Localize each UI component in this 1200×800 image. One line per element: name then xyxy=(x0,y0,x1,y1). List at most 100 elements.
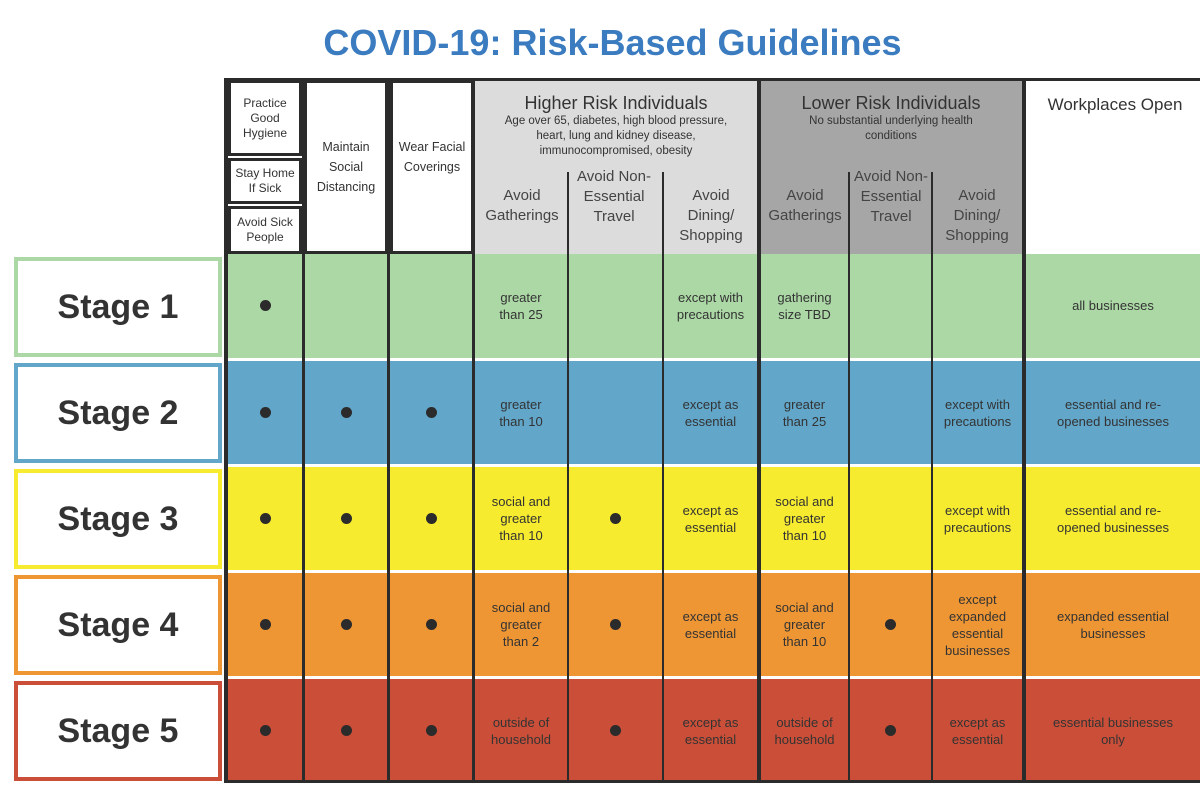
cell-text: social and greater than 10 xyxy=(775,600,834,649)
cell-stage-5-coverings xyxy=(390,679,472,782)
lower-risk-title: Lower Risk Individuals xyxy=(801,93,981,113)
bullet-dot xyxy=(885,619,896,630)
cell-stage-5-distancing xyxy=(305,679,387,782)
divider-lower-risk xyxy=(1022,78,1026,783)
cell-stage-5-lr-dining: except as essential xyxy=(933,679,1022,782)
bullet-dot xyxy=(610,725,621,736)
cell-text: except as essential xyxy=(682,396,739,429)
header-maintain-social-distancing: Maintain Social Distancing xyxy=(304,80,388,254)
cell-text: essential and re-opened businesses xyxy=(1056,502,1170,535)
divider-left xyxy=(224,78,228,783)
cell-text: social and greater than 10 xyxy=(775,494,834,543)
bullet-dot xyxy=(425,407,437,418)
bullet-dot xyxy=(340,725,352,736)
cell-stage-2-hygiene xyxy=(228,361,302,464)
divider-higher-risk xyxy=(757,78,761,783)
lr-avoid-travel-header: Avoid Non-Essential Travel xyxy=(854,168,928,225)
cell-stage-5-hygiene xyxy=(228,679,302,782)
header-practice-good-hygiene: Practice Good Hygiene xyxy=(228,80,302,156)
cell-stage-3-hr-travel xyxy=(569,467,662,570)
cell-stage-4-lr-travel xyxy=(850,573,931,676)
cell-text: except with precautions xyxy=(676,289,745,322)
cell-stage-5-hr-gatherings: outside of household xyxy=(475,679,567,782)
cell-stage-1-hr-gatherings: greater than 25 xyxy=(475,254,567,357)
table-top-border xyxy=(224,78,1200,81)
stage-1-band xyxy=(228,254,1200,358)
cell-text: greater than 25 xyxy=(782,396,827,429)
cell-stage-3-coverings xyxy=(390,467,472,570)
cell-stage-3-lr-travel xyxy=(850,467,931,570)
cell-stage-2-hr-gatherings: greater than 10 xyxy=(475,361,567,464)
cell-stage-4-distancing xyxy=(305,573,387,676)
bullet-dot xyxy=(340,619,352,630)
cell-stage-5-hr-travel xyxy=(569,679,662,782)
cell-stage-2-lr-dining: except with precautions xyxy=(933,361,1022,464)
cell-stage-2-coverings xyxy=(390,361,472,464)
bullet-dot xyxy=(610,513,621,524)
cell-text: except as essential xyxy=(682,608,739,641)
stage-1-label-box: Stage 1 xyxy=(14,257,222,357)
header-wear-facial-coverings: Wear Facial Coverings xyxy=(390,80,474,254)
cell-stage-2-hr-travel xyxy=(569,361,662,464)
stage-4-label-box: Stage 4 xyxy=(14,575,222,675)
lower-risk-group-header: Lower Risk Individuals No substantial un… xyxy=(762,92,1020,144)
cell-stage-2-lr-travel xyxy=(850,361,931,464)
higher-risk-title: Higher Risk Individuals xyxy=(524,93,708,113)
bullet-dot xyxy=(259,407,271,418)
divider-lr-2 xyxy=(931,172,933,783)
bullet-dot xyxy=(259,300,271,311)
cell-stage-4-hr-dining: except as essential xyxy=(664,573,757,676)
cell-text: outside of household xyxy=(491,714,551,747)
lr-avoid-gatherings-header: Avoid Gatherings xyxy=(768,187,842,224)
cell-text: essential businesses only xyxy=(1053,714,1173,747)
stage-3-label-box: Stage 3 xyxy=(14,469,222,569)
cell-stage-3-hr-dining: except as essential xyxy=(664,467,757,570)
stage-2-label: Stage 2 xyxy=(57,393,179,432)
cell-stage-1-lr-travel xyxy=(850,254,931,357)
cell-stage-5-lr-travel xyxy=(850,679,931,782)
cell-stage-4-coverings xyxy=(390,573,472,676)
cell-stage-1-distancing xyxy=(305,254,387,357)
bullet-dot xyxy=(425,725,437,736)
bullet-dot xyxy=(425,513,437,524)
cell-stage-4-lr-gatherings: social and greater than 10 xyxy=(761,573,848,676)
cell-stage-1-hr-travel xyxy=(569,254,662,357)
cell-stage-5-lr-gatherings: outside of household xyxy=(761,679,848,782)
cell-stage-2-workplaces: essential and re-opened businesses xyxy=(1026,361,1200,464)
cell-stage-3-hr-gatherings: social and greater than 10 xyxy=(475,467,567,570)
stage-1-label: Stage 1 xyxy=(57,287,179,326)
hr-avoid-travel-header: Avoid Non-Essential Travel xyxy=(577,168,651,225)
cell-stage-4-hr-gatherings: social and greater than 2 xyxy=(475,573,567,676)
cell-stage-2-hr-dining: except as essential xyxy=(664,361,757,464)
hr-avoid-dining-header: Avoid Dining/ Shopping xyxy=(679,187,743,244)
cell-text: social and greater than 2 xyxy=(491,600,551,649)
cell-stage-2-lr-gatherings: greater than 25 xyxy=(761,361,848,464)
stage-5-label-box: Stage 5 xyxy=(14,681,222,781)
page-title: COVID-19: Risk-Based Guidelines xyxy=(323,22,902,63)
divider-hr-2 xyxy=(662,172,664,783)
stage-5-band xyxy=(228,679,1200,781)
cell-stage-3-distancing xyxy=(305,467,387,570)
cell-text: except with precautions xyxy=(943,502,1012,535)
cell-stage-3-workplaces: essential and re-opened businesses xyxy=(1026,467,1200,570)
cell-text: expanded essential businesses xyxy=(1056,608,1170,641)
divider-hr-1 xyxy=(567,172,569,783)
bullet-dot xyxy=(610,619,621,630)
stage-2-band xyxy=(228,361,1200,464)
stage-2-label-box: Stage 2 xyxy=(14,363,222,463)
bullet-dot xyxy=(259,513,271,524)
cell-stage-4-hygiene xyxy=(228,573,302,676)
stage-3-label: Stage 3 xyxy=(57,499,179,538)
cell-text: gathering size TBD xyxy=(777,289,832,322)
cell-stage-1-workplaces: all businesses xyxy=(1026,254,1200,357)
cell-stage-1-lr-gatherings: gathering size TBD xyxy=(761,254,848,357)
cell-stage-3-lr-dining: except with precautions xyxy=(933,467,1022,570)
bullet-dot xyxy=(340,513,352,524)
bullet-dot xyxy=(259,619,271,630)
bullet-dot xyxy=(885,725,896,736)
cell-text: except as essential xyxy=(682,714,739,747)
cell-text: except as essential xyxy=(949,714,1006,747)
cell-stage-1-hygiene xyxy=(228,254,302,357)
cell-text: social and greater than 10 xyxy=(491,494,551,543)
cell-stage-1-hr-dining: except with precautions xyxy=(664,254,757,357)
